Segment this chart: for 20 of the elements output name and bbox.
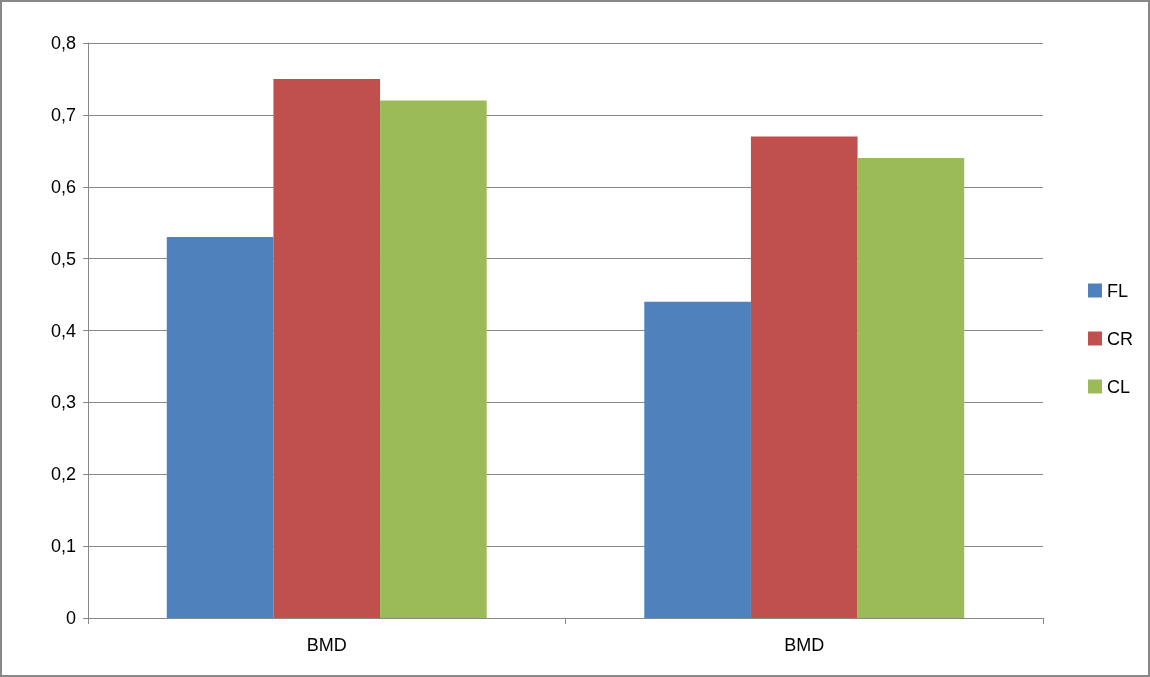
legend-label: FL <box>1107 280 1129 301</box>
x-tick-label: BMD <box>306 635 347 655</box>
bar <box>857 158 965 618</box>
bar <box>644 301 751 618</box>
x-tick-label: BMD <box>784 635 825 655</box>
y-tick-label: 0,4 <box>50 320 76 341</box>
legend-label: CL <box>1107 376 1131 397</box>
legend-label: CR <box>1107 328 1133 349</box>
bar <box>750 136 858 618</box>
bar <box>273 78 381 618</box>
y-tick-label: 0 <box>65 608 76 628</box>
y-tick-label: 0,5 <box>50 248 76 269</box>
y-tick-label: 0,6 <box>50 176 76 197</box>
bar <box>380 100 487 618</box>
y-tick-label: 0,2 <box>50 464 76 485</box>
y-tick-label: 0,1 <box>50 536 76 557</box>
bar <box>166 237 274 618</box>
y-tick-label: 0,7 <box>50 104 76 125</box>
y-tick-label: 0,8 <box>50 33 76 53</box>
y-tick-label: 0,3 <box>50 392 76 413</box>
